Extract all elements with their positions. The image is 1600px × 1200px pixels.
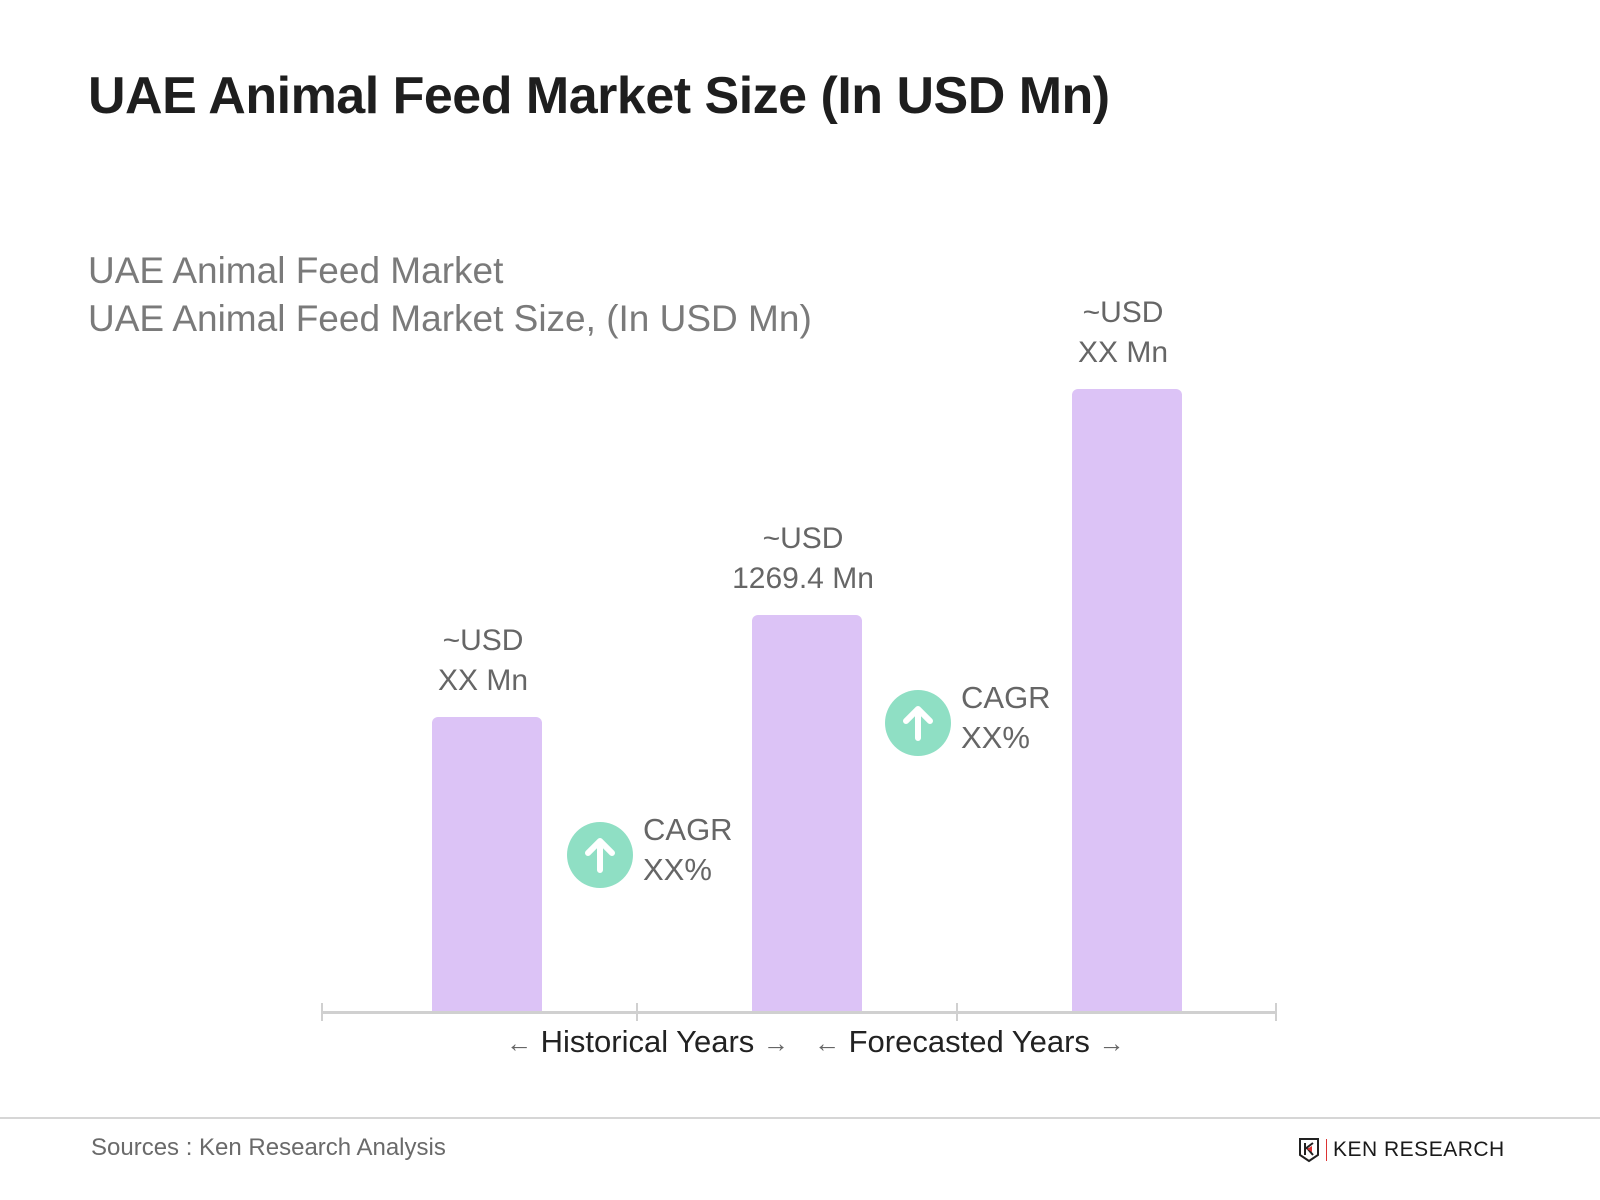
- data-label-prefix: ~USD: [762, 522, 844, 555]
- axis-group-forecasted: ← Forecasted Years →: [814, 1024, 1125, 1060]
- data-label-value: XX Mn: [1077, 336, 1169, 369]
- axis-tick: [956, 1003, 958, 1021]
- axis-tick: [321, 1003, 323, 1021]
- data-label-value: XX Mn: [437, 664, 529, 697]
- cagr-up-arrow-icon: [885, 690, 951, 756]
- source-note: Sources : Ken Research Analysis: [91, 1134, 446, 1161]
- ken-research-logo: KEN RESEARCH: [1298, 1137, 1505, 1163]
- axis-group-label: Forecasted Years: [848, 1024, 1090, 1059]
- bar-data-label: ~USD XX Mn: [373, 621, 593, 701]
- chart-subtitle-2: UAE Animal Feed Market Size, (In USD Mn): [88, 298, 812, 339]
- chart-subtitle-1: UAE Animal Feed Market: [88, 250, 504, 291]
- x-axis-line: [322, 1011, 1276, 1014]
- bar: [752, 615, 862, 1012]
- logo-text: KEN RESEARCH: [1333, 1138, 1505, 1161]
- cagr-annotation: CAGR XX%: [961, 678, 1051, 758]
- cagr-annotation: CAGR XX%: [643, 810, 733, 890]
- cagr-value: XX%: [961, 720, 1030, 755]
- bar: [1072, 389, 1182, 1012]
- data-label-prefix: ~USD: [1082, 296, 1164, 329]
- axis-group-historical: ← Historical Years →: [506, 1024, 789, 1060]
- cagr-label: CAGR: [961, 680, 1051, 715]
- cagr-up-arrow-icon: [567, 822, 633, 888]
- logo-shield-icon: [1299, 1138, 1319, 1163]
- arrow-right-icon: →: [1098, 1028, 1125, 1058]
- axis-tick: [1275, 1003, 1277, 1021]
- axis-tick: [636, 1003, 638, 1021]
- logo-divider: [1326, 1139, 1327, 1161]
- bar-data-label: ~USD 1269.4 Mn: [693, 519, 913, 599]
- cagr-value: XX%: [643, 852, 712, 887]
- arrow-left-icon: ←: [506, 1028, 532, 1058]
- cagr-label: CAGR: [643, 812, 733, 847]
- page-title: UAE Animal Feed Market Size (In USD Mn): [88, 67, 1110, 125]
- bar-data-label: ~USD XX Mn: [1013, 293, 1233, 373]
- footer-divider: [0, 1117, 1600, 1119]
- bar: [432, 717, 542, 1012]
- data-label-value: 1269.4 Mn: [732, 562, 874, 595]
- arrow-right-icon: →: [762, 1028, 789, 1058]
- data-label-prefix: ~USD: [442, 624, 524, 657]
- arrow-left-icon: ←: [814, 1028, 840, 1058]
- axis-group-label: Historical Years: [540, 1024, 755, 1059]
